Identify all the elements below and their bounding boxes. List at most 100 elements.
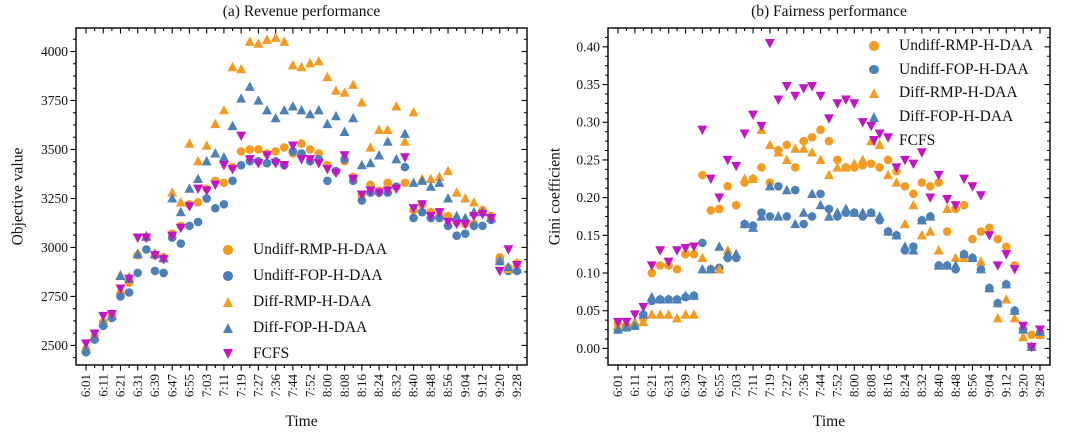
- data-point: [218, 161, 229, 171]
- x-tick-label: 6:55: [182, 374, 197, 397]
- data-point: [477, 210, 488, 220]
- data-point: [322, 71, 333, 82]
- marker-shape: [223, 245, 233, 255]
- data-point: [832, 99, 843, 109]
- chart-b-x-axis-label: Time: [812, 413, 846, 430]
- data-point: [425, 181, 436, 191]
- data-point: [365, 186, 376, 196]
- data-point: [193, 155, 204, 166]
- data-point: [799, 136, 808, 146]
- data-point: [688, 242, 699, 252]
- data-point: [133, 268, 143, 278]
- data-point: [124, 274, 135, 285]
- data-point: [296, 155, 307, 165]
- x-tick-label: 8:24: [897, 374, 912, 398]
- data-point: [460, 212, 471, 223]
- data-point: [330, 110, 341, 121]
- data-point: [253, 95, 264, 105]
- data-point: [356, 159, 367, 170]
- data-point: [883, 133, 894, 143]
- data-point: [925, 193, 936, 203]
- data-point: [81, 339, 91, 349]
- data-point: [731, 248, 742, 259]
- data-point: [365, 142, 376, 152]
- data-point: [279, 161, 290, 171]
- data-point: [417, 207, 427, 217]
- data-point: [141, 233, 152, 243]
- x-tick-label: 9:04: [982, 374, 997, 398]
- data-point: [244, 81, 255, 91]
- data-point: [478, 221, 487, 231]
- data-point: [849, 158, 860, 168]
- data-point: [916, 230, 927, 240]
- data-point: [899, 155, 910, 166]
- data-point: [866, 121, 877, 132]
- data-point: [486, 213, 497, 224]
- x-tick-label: 7:52: [830, 374, 845, 397]
- data-point: [408, 106, 419, 117]
- data-point: [512, 260, 522, 271]
- data-point: [849, 207, 860, 217]
- data-point: [425, 211, 436, 222]
- data-point: [1026, 342, 1037, 353]
- data-point: [1001, 279, 1012, 289]
- data-point: [934, 178, 944, 187]
- data-point: [374, 188, 385, 198]
- data-point: [698, 238, 707, 248]
- x-tick-label: 6:01: [610, 374, 625, 397]
- x-tick-label: 7:27: [251, 374, 266, 398]
- data-point: [175, 223, 186, 234]
- legend-item: FCFS: [868, 129, 1033, 153]
- data-point: [629, 310, 640, 320]
- data-point: [646, 261, 657, 271]
- data-point: [899, 241, 910, 251]
- x-tick-label: 6:31: [661, 374, 676, 397]
- x-tick-label: 8:08: [863, 374, 878, 397]
- data-point: [815, 154, 826, 165]
- x-tick-label: 7:36: [796, 374, 811, 398]
- data-point: [271, 147, 280, 156]
- data-point: [833, 155, 842, 165]
- data-point: [790, 185, 800, 195]
- data-point: [236, 147, 246, 156]
- data-point: [132, 248, 143, 259]
- data-point: [399, 128, 410, 138]
- data-point: [287, 141, 298, 151]
- legend-label: Undiff-RMP-H-DAA: [899, 36, 1034, 54]
- data-point: [621, 317, 632, 328]
- data-point: [279, 36, 290, 46]
- data-point: [900, 182, 910, 191]
- data-point: [357, 196, 367, 205]
- data-point: [764, 181, 775, 191]
- data-point: [774, 182, 783, 191]
- data-point: [391, 101, 402, 111]
- data-point: [950, 260, 961, 270]
- x-tick-label: 9:12: [475, 374, 490, 397]
- data-point: [925, 182, 935, 191]
- data-point: [798, 143, 809, 153]
- data-point: [967, 182, 978, 192]
- undiff-rmp-h-daa-marker-icon: [868, 40, 880, 52]
- y-tick-label: 2750: [41, 289, 68, 304]
- data-point: [748, 173, 759, 183]
- data-point: [330, 85, 341, 95]
- data-point: [98, 311, 109, 322]
- data-point: [115, 284, 126, 294]
- data-point: [339, 87, 350, 97]
- revenue-chart: (a) Revenue performance Objective value …: [10, 3, 528, 430]
- x-tick-label: 8:16: [354, 374, 369, 398]
- data-point: [672, 294, 683, 304]
- data-point: [942, 195, 953, 205]
- x-tick-label: 8:48: [948, 374, 963, 397]
- y-tick-label: 0.10: [576, 265, 600, 280]
- data-point: [1009, 312, 1020, 323]
- data-point: [992, 312, 1003, 323]
- chart-a-legend: Undiff-RMP-H-DAA Undiff-FOP-H-DAA Diff-RMP…: [222, 237, 387, 366]
- legend-item: Diff-FOP-H-DAA: [222, 315, 387, 341]
- x-tick-label: 9:12: [998, 374, 1013, 397]
- data-point: [1018, 321, 1029, 332]
- data-point: [638, 302, 649, 313]
- data-point: [451, 219, 462, 230]
- data-point: [1001, 242, 1011, 251]
